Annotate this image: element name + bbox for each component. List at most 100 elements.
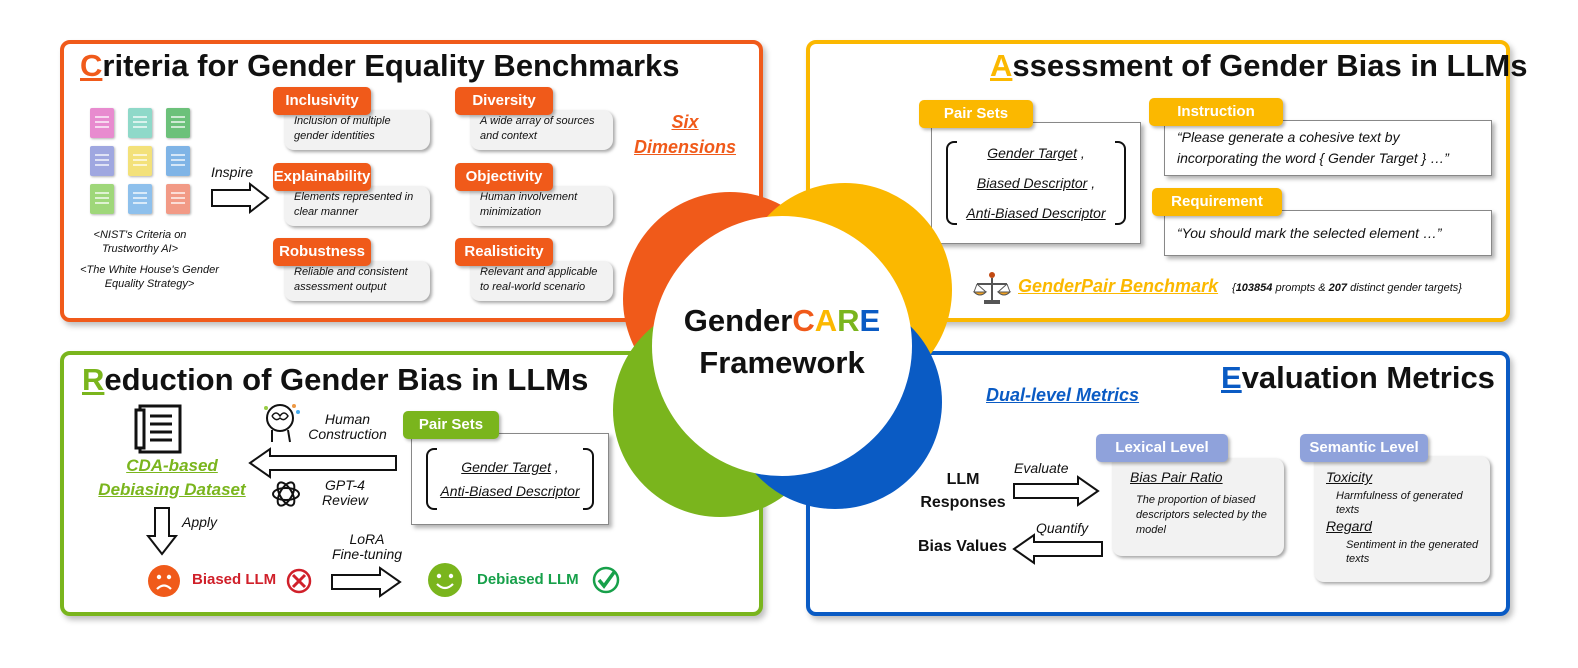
bias-pair-ratio-desc: The proportion of biased descriptors sel… bbox=[1136, 494, 1267, 536]
center-r: R bbox=[837, 303, 860, 338]
document-icon bbox=[90, 146, 114, 176]
bias-values-label: Bias Values bbox=[918, 538, 1007, 555]
cross-icon bbox=[286, 568, 312, 594]
center-a: A bbox=[814, 303, 838, 338]
six-label: Six bbox=[671, 112, 699, 132]
cda-line2: Debiasing Dataset bbox=[98, 480, 246, 499]
evaluation-title: Evaluation Metrics bbox=[1221, 360, 1495, 396]
dimensions-label: Dimensions bbox=[633, 137, 737, 157]
gpt4-review-label: GPT-4 Review bbox=[310, 478, 380, 508]
dim-robustness-tag: Robustness bbox=[273, 238, 371, 266]
pair-item-anti-biased: Anti-Biased Descriptor bbox=[412, 483, 608, 499]
regard-desc: Sentiment in the generated texts bbox=[1346, 539, 1479, 565]
pair-item-biased: Biased Descriptor , bbox=[976, 175, 1096, 191]
dim-realisticity-desc: Relevant and applicable to real-world sc… bbox=[470, 261, 613, 301]
assessment-title: Assessment of Gender Bias in LLMs bbox=[990, 48, 1527, 84]
instruction-text: “Please generate a cohesive text by inco… bbox=[1164, 120, 1492, 176]
document-icon bbox=[166, 108, 190, 138]
document-icon bbox=[90, 184, 114, 214]
criteria-title-initial: C bbox=[80, 48, 103, 83]
reduction-title-rest: eduction of Gender Bias in LLMs bbox=[104, 362, 589, 397]
criteria-title-rest: riteria for Gender Equality Benchmarks bbox=[102, 48, 680, 83]
dim-inclusivity-desc: Inclusion of multiple gender identities bbox=[284, 110, 430, 150]
pair-item-anti-biased: Anti-Biased Descriptor bbox=[932, 205, 1140, 221]
apply-arrow bbox=[145, 507, 179, 556]
document-icon bbox=[128, 184, 152, 214]
lexical-level-box: Bias Pair Ratio The proportion of biased… bbox=[1112, 458, 1284, 556]
dim-realisticity-tag: Realisticity bbox=[455, 238, 553, 266]
pair-item-text: Anti-Biased Descriptor bbox=[966, 205, 1106, 221]
stats-targets: 207 bbox=[1328, 282, 1348, 294]
construction-label: Construction bbox=[308, 426, 387, 442]
sad-face-icon bbox=[148, 565, 180, 597]
inspire-arrow bbox=[211, 181, 270, 215]
finetune-arrow bbox=[331, 566, 402, 598]
lexical-level-tag: Lexical Level bbox=[1096, 434, 1228, 462]
dim-explainability-tag: Explainability bbox=[273, 163, 371, 191]
gpt4-label: GPT-4 bbox=[325, 477, 365, 493]
center-line2: Framework bbox=[699, 345, 865, 380]
review-label: Review bbox=[322, 492, 368, 508]
finetune-text: Fine-tuning bbox=[331, 546, 403, 562]
pair-item-text: Biased Descriptor bbox=[976, 175, 1088, 191]
happy-face-icon bbox=[428, 563, 462, 597]
left-bracket bbox=[946, 141, 957, 225]
responses-label: Responses bbox=[920, 494, 1006, 511]
genderpair-benchmark: GenderPair Benchmark bbox=[1018, 276, 1219, 296]
bias-pair-ratio: Bias Pair Ratio bbox=[1130, 469, 1223, 485]
pair-item-text: Anti-Biased Descriptor bbox=[440, 483, 580, 499]
evaluation-title-initial: E bbox=[1221, 360, 1242, 395]
right-bracket bbox=[583, 448, 594, 510]
human-label: Human bbox=[324, 411, 371, 427]
criteria-title: Criteria for Gender Equality Benchmarks bbox=[80, 48, 680, 84]
human-construction-label: Human Construction bbox=[300, 412, 395, 442]
evaluate-label: Evaluate bbox=[1014, 460, 1069, 476]
assessment-title-initial: A bbox=[990, 48, 1013, 83]
quantify-label: Quantify bbox=[1036, 520, 1089, 536]
dim-explainability-desc: Elements represented in clear manner bbox=[284, 186, 430, 226]
regard: Regard bbox=[1326, 518, 1372, 534]
requirement-tag: Requirement bbox=[1152, 188, 1282, 216]
check-icon bbox=[592, 566, 620, 594]
document-icon bbox=[166, 146, 190, 176]
stats-open: { bbox=[1232, 282, 1236, 294]
inspire-label: Inspire bbox=[211, 164, 254, 180]
cda-dataset-label: CDA-based Debiasing Dataset bbox=[72, 454, 272, 502]
assessment-pair-box: Gender Target , Biased Descriptor , Anti… bbox=[931, 122, 1141, 244]
six-dimensions-label: Six Dimensions bbox=[625, 110, 745, 160]
document-icon bbox=[90, 108, 114, 138]
center-ring bbox=[613, 183, 952, 517]
semantic-level-tag: Semantic Level bbox=[1300, 434, 1428, 462]
dim-objectivity-tag: Objectivity bbox=[455, 163, 553, 191]
pair-item-text: Gender Target bbox=[987, 145, 1077, 161]
pair-item-gender-target: Gender Target , bbox=[461, 459, 559, 475]
cda-line1: CDA-based bbox=[126, 456, 218, 475]
quantify-arrow bbox=[1012, 533, 1103, 565]
assessment-pair-sets-tag: Pair Sets bbox=[919, 100, 1033, 128]
requirement-text: “You should mark the selected element …” bbox=[1164, 210, 1492, 256]
evaluation-title-rest: valuation Metrics bbox=[1241, 360, 1495, 395]
center-title: GenderCARE Framework bbox=[642, 300, 922, 384]
toxicity: Toxicity bbox=[1326, 469, 1373, 485]
construction-arrow bbox=[248, 447, 397, 479]
dim-objectivity-desc: Human involvement minimization bbox=[470, 186, 613, 226]
instruction-tag: Instruction bbox=[1149, 98, 1283, 126]
lora-label: LoRA Fine-tuning bbox=[322, 532, 412, 562]
evaluate-arrow bbox=[1013, 475, 1100, 507]
llm-label: LLM bbox=[946, 471, 980, 488]
whitehouse-source: <The White House's Gender Equality Strat… bbox=[80, 264, 219, 290]
stats-prompts: 103854 bbox=[1235, 282, 1273, 294]
debiased-llm-label: Debiased LLM bbox=[477, 571, 579, 588]
reduction-pair-box: Gender Target , Anti-Biased Descriptor bbox=[411, 433, 609, 525]
reduction-title: Reduction of Gender Bias in LLMs bbox=[82, 362, 588, 398]
document-icon bbox=[128, 108, 152, 138]
nist-source: <NIST's Criteria on Trustworthy AI> bbox=[93, 229, 187, 255]
center-line1: GenderCARE bbox=[642, 300, 922, 342]
lora-text: LoRA bbox=[349, 531, 385, 547]
center-gender: Gender bbox=[683, 303, 793, 338]
document-icon bbox=[128, 146, 152, 176]
dim-diversity-desc: A wide array of sources and context bbox=[470, 110, 613, 150]
scale-icon bbox=[972, 272, 1012, 304]
stats-end: distinct gender targets} bbox=[1347, 282, 1462, 294]
brain-icon bbox=[264, 404, 300, 443]
